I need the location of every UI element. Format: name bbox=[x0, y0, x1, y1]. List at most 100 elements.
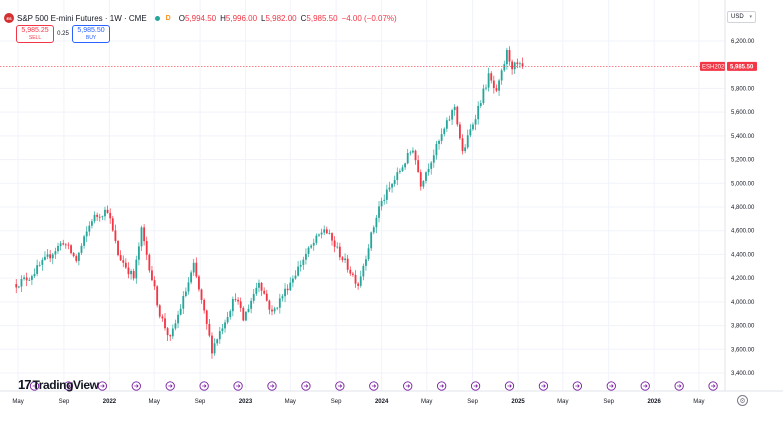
event-marker-icon[interactable] bbox=[538, 381, 549, 391]
candle-body bbox=[461, 138, 464, 152]
candle-body bbox=[85, 231, 88, 237]
candle-body bbox=[114, 230, 117, 241]
candle-body bbox=[495, 88, 498, 91]
candle-body bbox=[203, 299, 206, 311]
candle-body bbox=[401, 167, 404, 171]
market-status-icon[interactable] bbox=[154, 15, 160, 21]
candle-body bbox=[417, 160, 420, 173]
candle-body bbox=[328, 233, 331, 234]
ohlc-open: O5,994.50 bbox=[179, 14, 216, 23]
tradingview-logo[interactable]: 17 TradingView bbox=[18, 377, 99, 392]
candle-body bbox=[354, 274, 357, 284]
event-marker-icon[interactable] bbox=[369, 381, 379, 391]
candle-body bbox=[93, 214, 96, 222]
candle-body bbox=[260, 282, 263, 291]
candle-body bbox=[325, 229, 328, 234]
candle-body bbox=[224, 322, 226, 329]
candle-body bbox=[422, 180, 425, 187]
event-marker-icon[interactable] bbox=[199, 381, 209, 391]
event-marker-icon[interactable] bbox=[708, 381, 718, 391]
event-marker-arrow bbox=[507, 384, 512, 388]
event-marker-icon[interactable] bbox=[504, 381, 515, 391]
candle-body bbox=[33, 273, 36, 277]
candle-body bbox=[406, 152, 409, 164]
tradingview-logo-text: TradingView bbox=[32, 377, 99, 392]
time-tick-label: Sep bbox=[195, 399, 206, 405]
event-marker-arrow bbox=[202, 384, 207, 388]
candle-body bbox=[30, 276, 33, 280]
candle-body bbox=[425, 172, 427, 181]
event-marker-icon[interactable] bbox=[165, 381, 175, 391]
candle-body bbox=[117, 240, 119, 256]
candle-body bbox=[310, 245, 313, 248]
candle-body bbox=[64, 244, 67, 246]
event-marker-icon[interactable] bbox=[267, 381, 277, 391]
candle-body bbox=[432, 155, 435, 163]
price-change: −4.00 (−0.07%) bbox=[341, 13, 397, 23]
candle-body bbox=[435, 143, 438, 156]
candle-body bbox=[231, 298, 234, 312]
buy-button[interactable]: 5,985.50 BUY bbox=[72, 25, 110, 43]
candle-body bbox=[198, 276, 200, 290]
candle-body bbox=[521, 63, 524, 67]
candle-body bbox=[273, 308, 276, 312]
candle-body bbox=[195, 262, 198, 277]
symbol-logo-icon[interactable]: ES bbox=[4, 13, 14, 23]
candle-body bbox=[511, 61, 514, 70]
event-marker-icon[interactable] bbox=[233, 381, 243, 391]
candle-body bbox=[119, 255, 122, 261]
candle-body bbox=[440, 134, 443, 141]
candle-body bbox=[156, 286, 159, 306]
candle-body bbox=[331, 233, 333, 241]
event-marker-icon[interactable] bbox=[335, 381, 345, 391]
currency-selector[interactable]: USD ▾ bbox=[727, 11, 756, 23]
candle-body bbox=[388, 187, 391, 190]
event-marker-icon[interactable] bbox=[29, 381, 40, 391]
event-marker-icon[interactable] bbox=[301, 381, 311, 391]
candle-body bbox=[96, 214, 99, 217]
event-marker-arrow bbox=[473, 384, 478, 388]
candle-body bbox=[104, 209, 106, 217]
event-marker-icon[interactable] bbox=[606, 381, 616, 391]
event-marker-arrow bbox=[337, 384, 343, 388]
candle-body bbox=[305, 253, 307, 260]
event-marker-icon[interactable] bbox=[63, 381, 74, 391]
event-marker-icon[interactable] bbox=[403, 381, 413, 391]
candle-body bbox=[135, 259, 138, 279]
candle-body bbox=[211, 335, 213, 354]
candle-body bbox=[294, 275, 297, 279]
event-marker-icon[interactable] bbox=[572, 381, 583, 391]
candle-body bbox=[51, 254, 54, 259]
price-axis[interactable]: 3,400.00 3,600.00 3,800.00 4,000.00 4,200.00… bbox=[731, 39, 755, 377]
event-marker-arrow bbox=[575, 384, 580, 388]
candle-body bbox=[57, 245, 59, 252]
candle-body bbox=[464, 147, 467, 152]
candle-body bbox=[367, 248, 370, 260]
candle-body bbox=[62, 243, 65, 245]
symbol-title[interactable]: S&P 500 E-mini Futures · 1W · CME bbox=[17, 13, 147, 23]
high-label: H bbox=[220, 13, 226, 23]
data-delay-badge[interactable]: D bbox=[165, 14, 171, 22]
sell-button[interactable]: 5,985.25 SELL bbox=[16, 25, 54, 43]
time-axis-settings-icon[interactable]: ⚙ bbox=[737, 395, 748, 406]
price-tick-label: 3,400.00 bbox=[731, 371, 755, 377]
candle-body bbox=[88, 225, 91, 232]
candle-body bbox=[383, 199, 386, 201]
time-axis[interactable]: May Sep 2022 May Sep 2023 May Sep 2024 May Sep 2025… bbox=[12, 399, 704, 405]
candle-body bbox=[503, 64, 506, 71]
price-tag-price-box bbox=[727, 61, 757, 71]
event-marker-icon[interactable] bbox=[674, 381, 684, 391]
candle-body bbox=[398, 170, 401, 173]
candle-body bbox=[315, 235, 318, 243]
event-marker-icon[interactable] bbox=[131, 381, 141, 391]
candle-body bbox=[359, 276, 362, 286]
event-marker-icon[interactable] bbox=[436, 381, 447, 391]
event-marker-icon[interactable] bbox=[470, 381, 481, 391]
event-marker-icon[interactable] bbox=[640, 381, 650, 391]
event-marker-icon[interactable] bbox=[97, 381, 108, 391]
candle-body bbox=[44, 256, 46, 260]
candle-body bbox=[519, 63, 521, 65]
candle-body bbox=[59, 243, 62, 246]
candle-body bbox=[106, 209, 109, 213]
